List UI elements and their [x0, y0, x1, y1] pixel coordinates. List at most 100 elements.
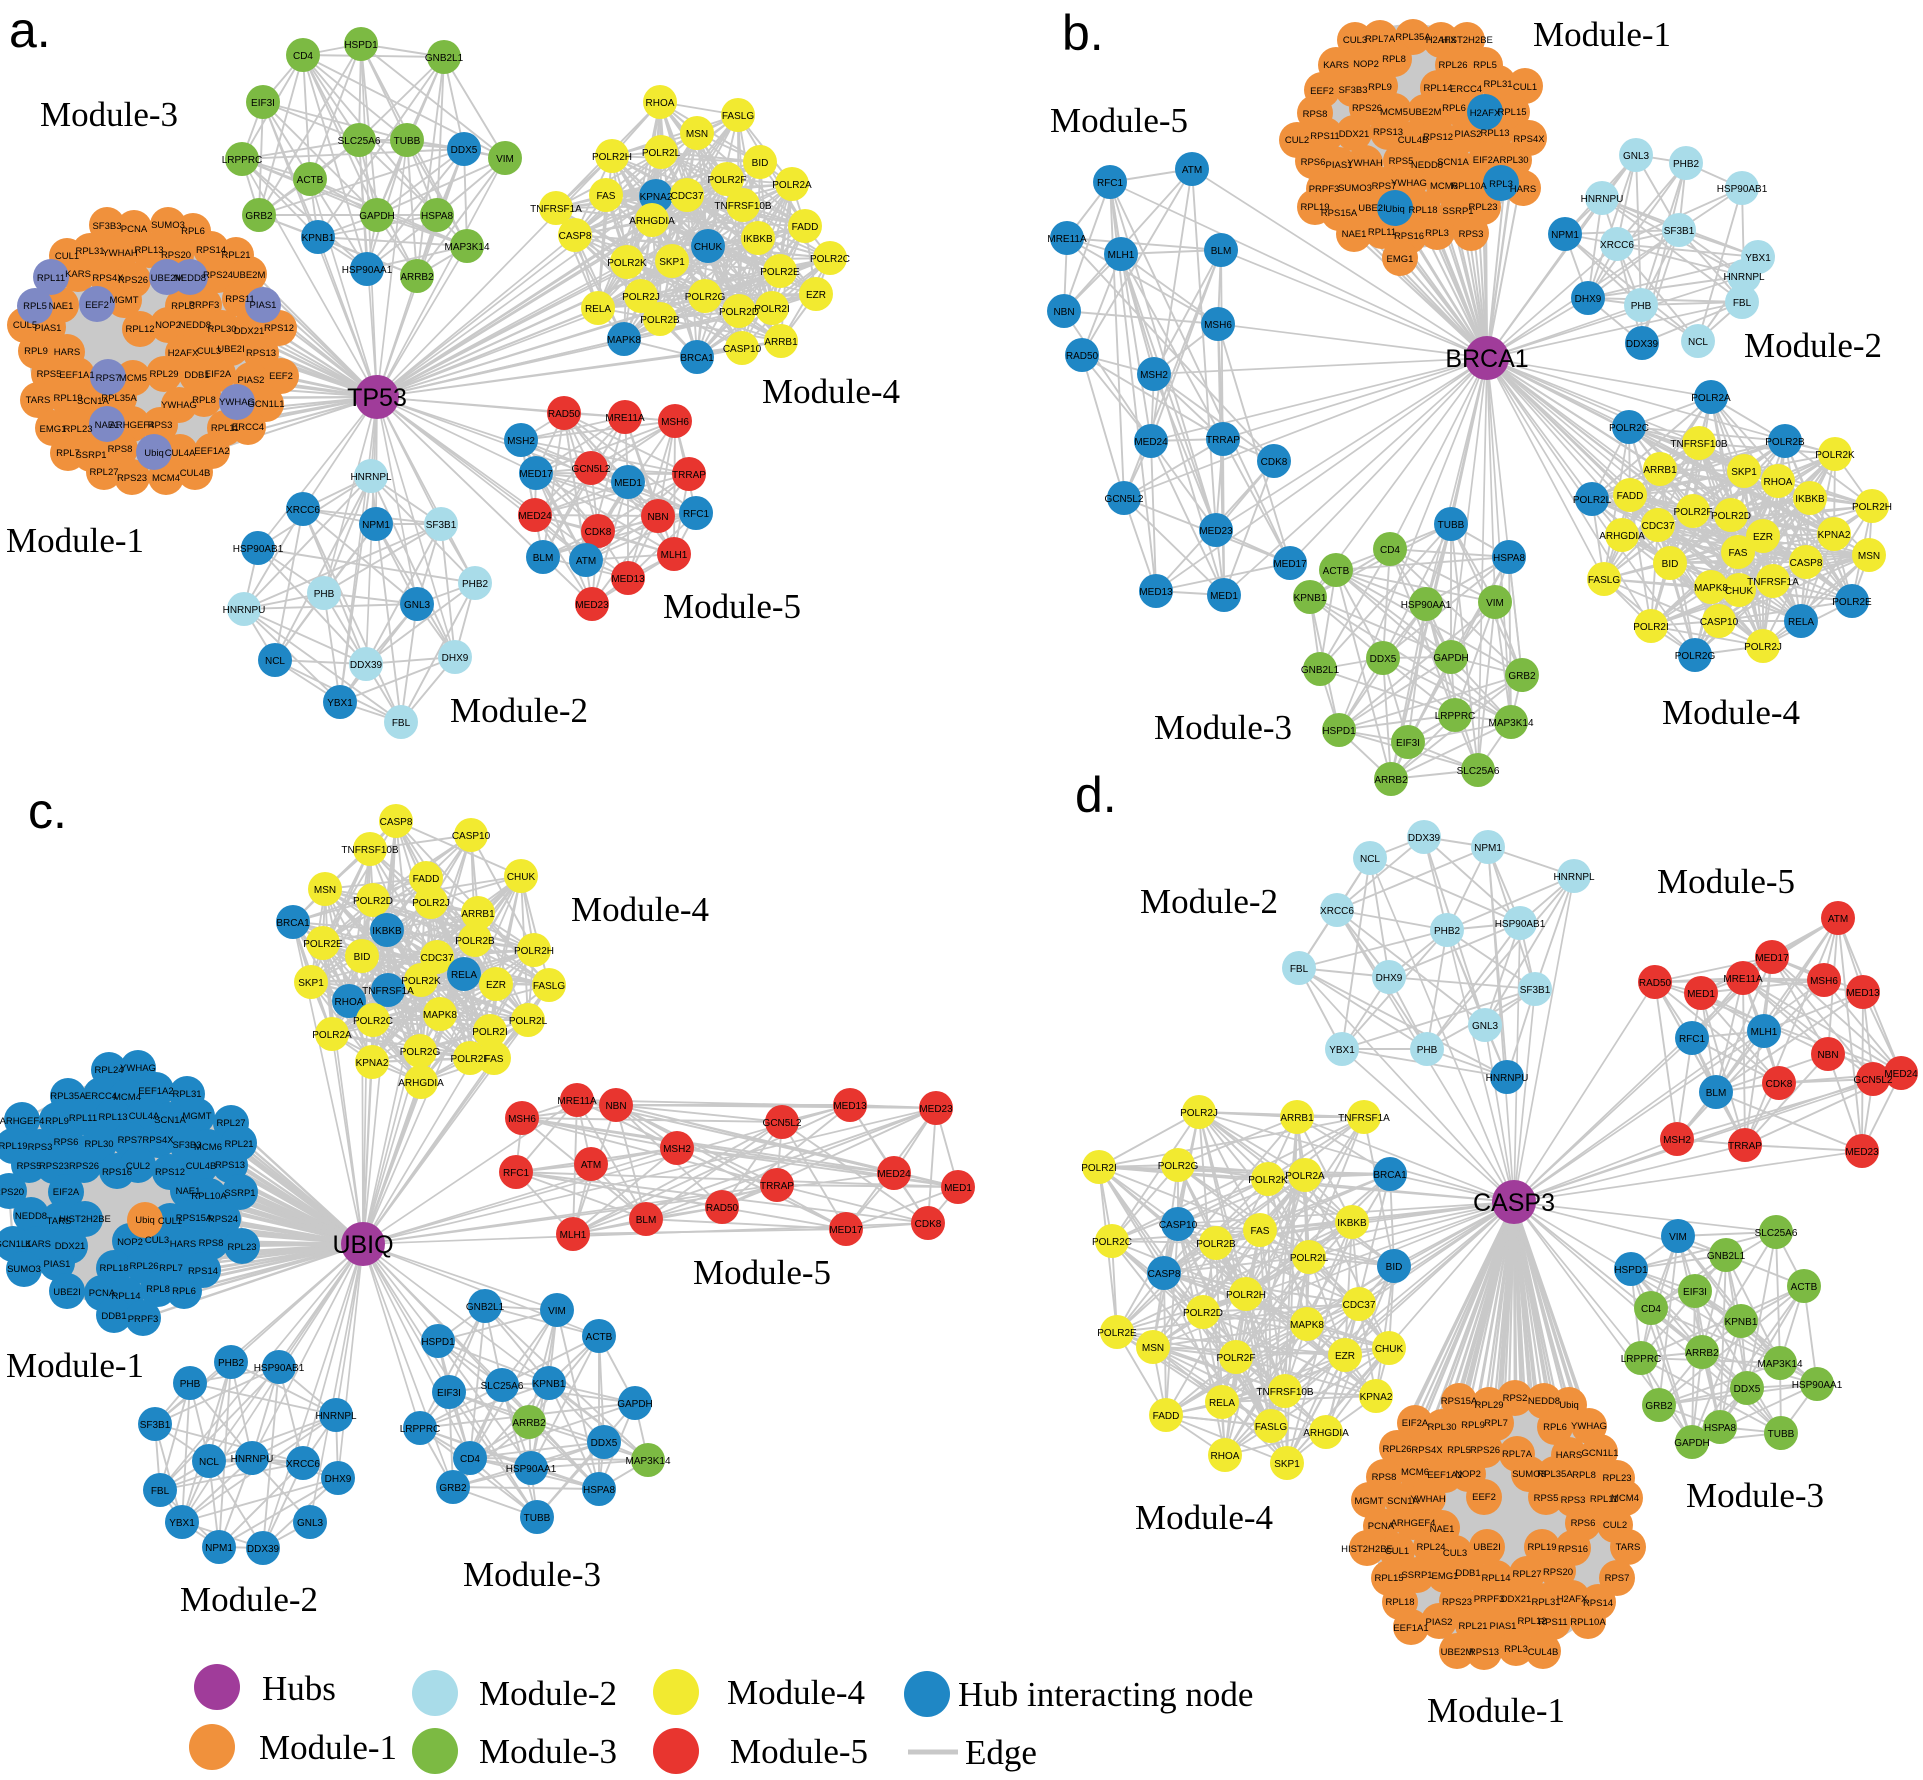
svg-text:SUMO3: SUMO3: [151, 220, 185, 231]
svg-text:RPS16: RPS16: [1558, 1544, 1588, 1555]
svg-text:IKBKB: IKBKB: [1795, 494, 1825, 505]
svg-text:POLR2A: POLR2A: [1285, 1171, 1325, 1182]
svg-text:GRB2: GRB2: [1645, 1401, 1673, 1412]
svg-text:POLR2K: POLR2K: [607, 258, 647, 269]
svg-text:EEF1A1: EEF1A1: [1393, 1623, 1428, 1634]
svg-text:GCN5L2: GCN5L2: [1854, 1075, 1893, 1086]
svg-text:DDX39: DDX39: [350, 660, 383, 671]
svg-text:VIM: VIM: [548, 1306, 566, 1317]
svg-text:RFC1: RFC1: [1679, 1034, 1706, 1045]
svg-text:HSPA8: HSPA8: [1704, 1423, 1736, 1434]
svg-text:Module-5: Module-5: [1050, 101, 1188, 140]
svg-text:CDC37: CDC37: [1343, 1300, 1376, 1311]
svg-text:CUL3: CUL3: [145, 1235, 169, 1246]
svg-text:IKBKB: IKBKB: [743, 234, 773, 245]
svg-text:KPNB1: KPNB1: [302, 233, 335, 244]
svg-text:EMG1: EMG1: [1387, 254, 1414, 265]
svg-text:EEF2: EEF2: [269, 371, 293, 382]
svg-text:RPS4X: RPS4X: [92, 273, 124, 284]
svg-text:POLR2A: POLR2A: [772, 180, 812, 191]
svg-text:YWHAH: YWHAH: [1410, 1494, 1446, 1505]
svg-text:RPL31: RPL31: [1531, 1597, 1560, 1608]
svg-text:SF3B1: SF3B1: [426, 520, 457, 531]
svg-text:RPL18: RPL18: [1385, 1597, 1414, 1608]
svg-text:LRPPRC: LRPPRC: [1435, 711, 1476, 722]
svg-text:RPL27: RPL27: [89, 467, 118, 478]
svg-text:NEDD8: NEDD8: [174, 273, 206, 284]
svg-text:RPS11: RPS11: [1538, 1617, 1567, 1628]
svg-text:NCL: NCL: [1360, 854, 1380, 865]
svg-text:RPL21: RPL21: [1458, 1621, 1487, 1632]
svg-text:POLR2H: POLR2H: [592, 152, 632, 163]
svg-text:CASP10: CASP10: [723, 344, 762, 355]
svg-text:SKP1: SKP1: [1731, 467, 1757, 478]
svg-text:NOP2: NOP2: [155, 320, 181, 331]
svg-text:RPL13: RPL13: [134, 245, 163, 256]
svg-text:XRCC6: XRCC6: [1600, 240, 1634, 251]
svg-text:FBL: FBL: [151, 1486, 170, 1497]
svg-text:RPS13: RPS13: [246, 348, 276, 359]
svg-text:ARRB1: ARRB1: [461, 909, 495, 920]
svg-text:RPL21: RPL21: [221, 250, 250, 261]
svg-text:POLR2E: POLR2E: [1832, 597, 1872, 608]
svg-text:RPS8: RPS8: [1372, 1472, 1397, 1483]
svg-text:HSP90AB1: HSP90AB1: [1495, 919, 1546, 930]
svg-text:GAPDH: GAPDH: [617, 1399, 653, 1410]
svg-text:HSP90AA1: HSP90AA1: [1401, 600, 1452, 611]
svg-text:RPL19: RPL19: [53, 393, 82, 404]
svg-text:Module-2: Module-2: [1140, 882, 1278, 921]
svg-text:RPS26: RPS26: [1352, 103, 1382, 114]
svg-text:RPL24: RPL24: [94, 1065, 123, 1076]
svg-text:MED13: MED13: [833, 1101, 867, 1112]
svg-text:PIAS1: PIAS1: [250, 300, 277, 311]
svg-text:Module-3: Module-3: [1686, 1476, 1824, 1515]
svg-text:SSRP1: SSRP1: [75, 450, 106, 461]
svg-text:MAPK8: MAPK8: [1290, 1320, 1324, 1331]
svg-text:MAP3K14: MAP3K14: [444, 242, 489, 253]
svg-text:a.: a.: [9, 2, 51, 58]
svg-text:RFC1: RFC1: [683, 509, 710, 520]
svg-text:HSPA8: HSPA8: [421, 211, 453, 222]
svg-text:GAPDH: GAPDH: [1433, 653, 1469, 664]
svg-text:RPS7: RPS7: [96, 373, 121, 384]
svg-text:MSH6: MSH6: [508, 1114, 536, 1125]
svg-text:CUL2: CUL2: [1603, 1520, 1627, 1531]
svg-text:PIAS1: PIAS1: [1326, 160, 1353, 171]
svg-text:MED1: MED1: [944, 1183, 972, 1194]
svg-text:RPL35A: RPL35A: [50, 1091, 86, 1102]
svg-text:ARHGDIA: ARHGDIA: [398, 1078, 444, 1089]
svg-text:DDB1: DDB1: [101, 1311, 126, 1322]
svg-text:c.: c.: [28, 783, 67, 839]
svg-text:POLR2K: POLR2K: [1815, 450, 1855, 461]
svg-text:HARS: HARS: [1510, 184, 1536, 195]
svg-text:d.: d.: [1075, 767, 1117, 823]
svg-text:NEDD8: NEDD8: [1411, 160, 1443, 171]
svg-text:Hubs: Hubs: [262, 1669, 336, 1708]
svg-text:Module-3: Module-3: [40, 95, 178, 134]
svg-text:CHUK: CHUK: [1725, 586, 1754, 597]
svg-text:RPL8: RPL8: [1572, 1470, 1596, 1481]
svg-text:MCM6: MCM6: [1430, 181, 1458, 192]
svg-text:Ubiq: Ubiq: [135, 1215, 155, 1226]
svg-text:HARS: HARS: [1556, 1450, 1582, 1461]
svg-text:MED17: MED17: [1755, 953, 1789, 964]
svg-text:RELA: RELA: [585, 304, 611, 315]
svg-text:RPS11: RPS11: [225, 294, 254, 305]
svg-text:RPS24: RPS24: [208, 1214, 238, 1225]
svg-text:ARRB2: ARRB2: [1685, 1348, 1719, 1359]
svg-text:MSH6: MSH6: [1204, 320, 1232, 331]
svg-text:CUL3: CUL3: [1343, 35, 1367, 46]
svg-text:GNB2L1: GNB2L1: [1301, 665, 1340, 676]
svg-text:SUMO3: SUMO3: [7, 1264, 41, 1275]
svg-text:CDK8: CDK8: [1261, 457, 1288, 468]
svg-text:PRPF3: PRPF3: [128, 1314, 159, 1325]
svg-text:MED1: MED1: [1687, 989, 1715, 1000]
svg-text:RPL7A: RPL7A: [1502, 1449, 1533, 1460]
svg-text:RPL35A: RPL35A: [101, 393, 137, 404]
svg-text:BLM: BLM: [636, 1215, 657, 1226]
svg-text:CHUK: CHUK: [507, 872, 536, 883]
svg-text:GCN1L1: GCN1L1: [0, 1239, 31, 1250]
svg-text:Module-4: Module-4: [727, 1673, 865, 1712]
svg-text:RPL23: RPL23: [63, 424, 92, 435]
svg-text:Module-3: Module-3: [463, 1555, 601, 1594]
